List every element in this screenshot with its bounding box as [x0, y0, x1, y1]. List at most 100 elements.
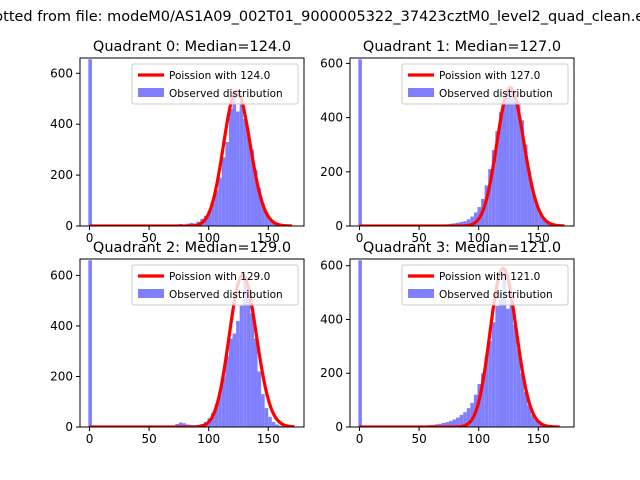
y-tick-label: 600 — [320, 56, 343, 70]
histogram-bar — [509, 303, 514, 427]
histogram-bar — [534, 204, 539, 226]
histogram-bar — [495, 131, 499, 226]
histogram-bar — [271, 421, 276, 427]
histogram-bar — [225, 356, 229, 427]
legend-entry-fit: Poission with 121.0 — [439, 271, 540, 283]
histogram-bar — [218, 391, 222, 427]
x-tick-label: 50 — [411, 432, 426, 446]
x-tick-label: 100 — [467, 231, 490, 245]
histogram-bar — [264, 408, 269, 427]
legend-bar-swatch — [408, 88, 434, 97]
axes-frame — [349, 258, 575, 428]
histogram-bar — [268, 217, 272, 226]
x-tick-label: 150 — [257, 231, 280, 245]
histogram-bar — [527, 171, 532, 226]
histogram-bar — [448, 421, 453, 427]
subplot-title: Quadrant 1: Median=127.0 — [363, 39, 561, 55]
histogram-bar — [538, 213, 542, 226]
histogram-bar — [491, 322, 496, 427]
histogram-bar — [261, 394, 265, 427]
subplot-title: Quadrant 0: Median=124.0 — [93, 39, 291, 55]
x-tick-label: 50 — [141, 432, 156, 446]
histogram-bar — [211, 203, 215, 226]
poisson-fit-line — [88, 89, 294, 226]
histogram-bar — [484, 357, 489, 427]
histogram-bar — [268, 416, 272, 427]
legend-bar-swatch — [408, 289, 434, 298]
histogram-bar — [358, 260, 362, 427]
histogram-bar — [520, 373, 524, 427]
y-tick-label: 600 — [320, 259, 343, 273]
histogram-bar — [261, 203, 265, 226]
legend-entry-fit: Poission with 124.0 — [169, 70, 270, 82]
legend-box — [401, 264, 569, 306]
histogram-bar — [228, 108, 233, 226]
histogram-bar — [502, 268, 507, 427]
histogram-bar — [498, 112, 503, 226]
legend-entry-fit: Poission with 127.0 — [439, 70, 540, 82]
histogram-bar — [456, 222, 460, 226]
y-tick-label: 200 — [320, 366, 343, 380]
histogram-bar — [531, 414, 535, 427]
histogram-bar — [243, 119, 247, 226]
x-tick-label: 150 — [527, 432, 550, 446]
y-tick-label: 400 — [320, 312, 343, 326]
histogram-bar — [459, 221, 464, 226]
subplot-title: Quadrant 3: Median=121.0 — [363, 240, 561, 256]
y-tick-label: 600 — [50, 66, 73, 80]
legend-entry-observed: Observed distribution — [169, 88, 283, 100]
histogram-bar — [523, 144, 528, 226]
legend-entry-observed: Observed distribution — [439, 88, 553, 100]
histogram-bar — [221, 157, 226, 226]
subplot-2: 0 50 100 150 0 200 400 600 Quadrant 2: Median=12… — [50, 240, 305, 446]
y-tick-label: 0 — [65, 420, 73, 434]
histogram-bar — [459, 414, 464, 427]
histogram-bar — [228, 338, 233, 427]
histogram-bar — [236, 111, 240, 226]
axes-frame — [79, 57, 305, 227]
histogram-bar — [534, 420, 539, 427]
histogram-bar — [182, 423, 187, 427]
axes-frame — [349, 57, 575, 227]
histogram-bar — [513, 324, 517, 427]
histogram-bar — [473, 212, 478, 226]
histogram-bar — [502, 98, 507, 226]
histogram-bar — [250, 313, 254, 427]
histogram-bar — [178, 422, 183, 427]
legend: Poission with 129.0 Observed distribution — [131, 264, 299, 306]
histogram-bar — [264, 212, 269, 226]
histogram-bar — [232, 91, 237, 226]
histogram-bar — [239, 305, 244, 427]
histogram-bar — [495, 306, 499, 427]
histogram-bar — [506, 90, 510, 226]
histogram-bar — [545, 222, 549, 226]
histogram-bar — [253, 338, 258, 427]
x-tick-label: 100 — [197, 231, 220, 245]
histogram-bar — [488, 169, 492, 226]
legend-entry-fit: Poission with 129.0 — [169, 271, 270, 283]
y-tick-label: 0 — [335, 420, 343, 434]
legend: Poission with 124.0 Observed distribution — [131, 63, 299, 105]
y-tick-label: 200 — [50, 168, 73, 182]
histogram-bar — [506, 308, 510, 427]
histogram-bar — [257, 187, 262, 226]
histogram-bar — [243, 275, 247, 427]
figure-suptitle: Plotted from file: modeM0/AS1A09_002T01_… — [0, 9, 640, 25]
histogram-bar — [527, 405, 532, 427]
histogram-bar — [466, 408, 471, 427]
histogram-bar — [211, 413, 215, 427]
y-tick-label: 400 — [50, 117, 73, 131]
histogram-bar — [516, 349, 521, 427]
histogram-bar — [509, 87, 514, 226]
histogram-bar — [488, 340, 492, 427]
y-tick-label: 0 — [65, 219, 73, 233]
histogram-bar — [214, 404, 219, 427]
x-tick-label: 0 — [86, 231, 94, 245]
y-tick-label: 0 — [335, 219, 343, 233]
x-tick-label: 0 — [356, 231, 364, 245]
histogram-bar — [88, 260, 92, 427]
subplot-3: 0 50 100 150 0 200 400 600 Quadrant 3: Median=12… — [320, 240, 575, 446]
legend-box — [131, 63, 299, 105]
histogram-bar — [523, 392, 528, 427]
